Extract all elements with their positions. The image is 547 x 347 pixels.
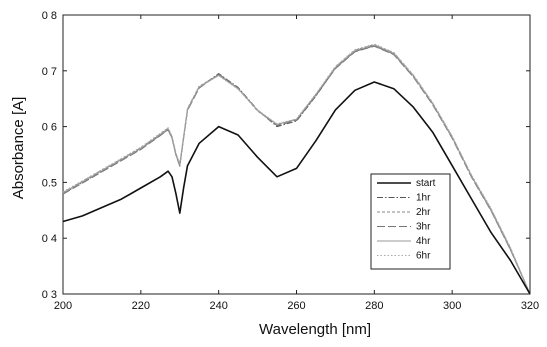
x-tick-label: 320 — [521, 300, 539, 312]
y-tick-label: 0.5 — [42, 177, 57, 189]
series-line-4hr — [62, 44, 531, 295]
legend: start 1hr 2hr 3hr 4hr 6hr — [370, 173, 451, 270]
y-tick-label: 0 6 — [42, 122, 57, 134]
series-line-1hr — [62, 45, 531, 295]
legend-label-2hr: 2hr — [416, 207, 431, 218]
x-tick-label: 280 — [365, 300, 383, 312]
legend-label-6hr: 6hr — [416, 251, 431, 262]
y-tick-label: 0 7 — [42, 66, 57, 78]
y-axis-ticks: 0 3 0 4 0.5 0 6 0 7 0 8 — [42, 10, 530, 301]
series-line-6hr — [62, 43, 531, 295]
legend-label-4hr: 4hr — [416, 236, 431, 247]
x-tick-label: 220 — [132, 300, 150, 312]
legend-label-1hr: 1hr — [416, 193, 431, 204]
legend-label-start: start — [416, 178, 436, 189]
x-tick-label: 240 — [209, 300, 227, 312]
series-line-2hr — [62, 44, 531, 295]
x-tick-label: 200 — [54, 300, 72, 312]
legend-label-3hr: 3hr — [416, 222, 431, 233]
series-line-start — [62, 81, 531, 295]
y-axis-title: Absorbance [A] — [10, 97, 27, 200]
y-tick-label: 0 8 — [42, 10, 57, 22]
y-tick-label: 0 4 — [42, 233, 57, 245]
series-layer — [62, 43, 531, 295]
x-axis-title: Wavelength [nm] — [259, 321, 371, 338]
series-line-3hr — [62, 45, 531, 295]
y-tick-label: 0 3 — [42, 289, 57, 301]
x-tick-label: 260 — [287, 300, 305, 312]
x-tick-label: 300 — [443, 300, 461, 312]
x-axis-ticks: 200 220 240 260 280 300 320 — [54, 15, 539, 312]
legend-box — [370, 173, 451, 270]
